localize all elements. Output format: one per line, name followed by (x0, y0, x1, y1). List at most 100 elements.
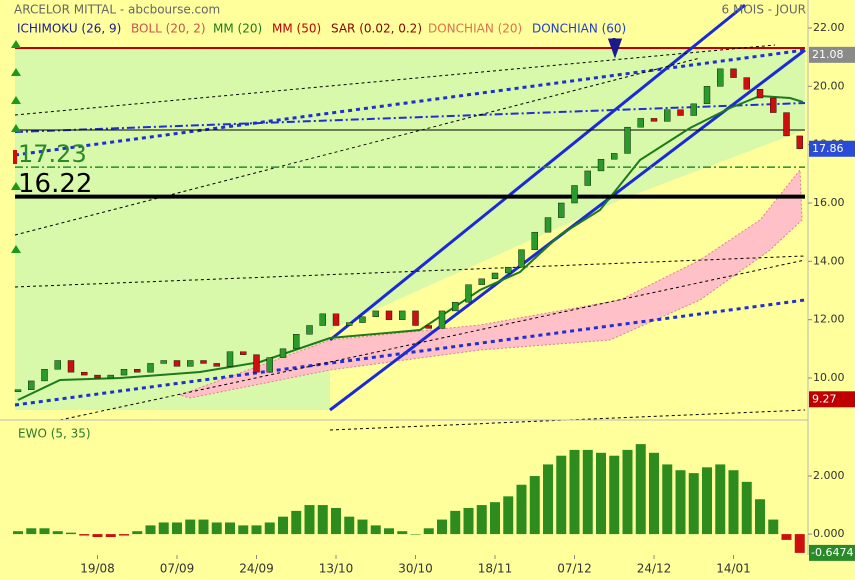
candle (359, 316, 366, 323)
candle (531, 231, 538, 250)
ewo-bar (145, 525, 156, 535)
price-tag (809, 46, 855, 63)
candle (306, 325, 313, 335)
ewo-bar (702, 467, 712, 535)
x-tick-label: 13/10 (319, 562, 354, 576)
ewo-bar (13, 531, 23, 535)
ewo-bar (582, 449, 593, 535)
ewo-bar (251, 525, 262, 535)
candle (478, 278, 485, 285)
y-tick-label: 10.00 (813, 371, 845, 384)
candle (41, 369, 48, 382)
candle (465, 284, 472, 303)
price-tag-label: 17.86 (812, 142, 844, 155)
ewo-bar (635, 444, 646, 535)
candle (187, 360, 194, 367)
ewo-bar (450, 510, 461, 535)
candle (200, 360, 207, 364)
ewo-bar (741, 481, 752, 535)
candle (571, 185, 578, 204)
ewo-bar (715, 464, 726, 535)
candle (491, 272, 499, 280)
x-tick-label: 07/09 (160, 562, 195, 576)
candle (67, 360, 75, 373)
y-tick-label: 22.00 (813, 21, 845, 34)
ewo-bar (225, 522, 235, 535)
y-tick-label: 2.000 (813, 469, 845, 482)
candle (213, 363, 220, 367)
ewo-bar (79, 534, 90, 536)
ewo-bar (331, 507, 341, 535)
candle (385, 310, 393, 320)
ewo-bar (132, 531, 143, 535)
candle (412, 310, 419, 326)
period: 6 MOIS - JOUR (722, 3, 806, 17)
ewo-bar (503, 496, 514, 535)
legend-entry: ICHIMOKU (26, 9) (17, 22, 121, 36)
candle (624, 126, 631, 154)
ewo-bar (278, 516, 288, 535)
candle (134, 369, 141, 373)
candle (438, 310, 446, 329)
x-tick-label: 24/09 (239, 562, 274, 576)
candle (226, 351, 234, 367)
ewo-bar (158, 522, 169, 535)
candle (770, 97, 777, 113)
ewo-bar (556, 455, 567, 535)
ewo-bar (238, 525, 249, 535)
trend-black (14, 44, 776, 116)
moving-average (17, 94, 804, 401)
ewo-bar (119, 534, 129, 536)
price-tag (809, 140, 855, 157)
y-tick-label: 20.00 (813, 79, 845, 92)
candle (717, 68, 724, 87)
ewo-bar (410, 534, 421, 535)
x-tick-label: 14/01 (716, 562, 751, 576)
ewo-bar (781, 534, 792, 540)
level-label: 17.23 (18, 140, 87, 168)
trend-black (14, 57, 701, 236)
ewo-bar (543, 464, 553, 535)
ewo-bar (688, 473, 699, 535)
y-tick-label: 0.000 (813, 527, 845, 540)
candle (611, 153, 618, 160)
candle (28, 380, 35, 390)
candle (756, 89, 764, 99)
price-tag (809, 391, 855, 408)
candle (173, 360, 181, 367)
candle (319, 313, 326, 326)
ewo-bar (52, 531, 63, 535)
candle (293, 334, 300, 350)
ewo-bar (92, 534, 103, 537)
x-tick-label: 07/12 (557, 562, 592, 576)
candle (54, 360, 61, 370)
candle (147, 363, 154, 373)
ewo-bar (370, 525, 381, 535)
ewo-bar (755, 499, 765, 535)
x-tick-label: 24/12 (637, 562, 672, 576)
ewo-bar (728, 470, 739, 535)
candle (730, 68, 737, 78)
candle (637, 118, 644, 128)
channel-top (329, 3, 746, 342)
x-tick-label: 18/11 (478, 562, 513, 576)
green-zone (15, 48, 805, 410)
ewo-bar (437, 519, 447, 535)
candle (346, 322, 353, 326)
signal-arrow (607, 38, 623, 59)
ewo-bar (198, 519, 209, 535)
candle (279, 348, 287, 358)
candle (677, 109, 684, 116)
ewo-bar (344, 516, 355, 535)
ewo-bar (39, 528, 50, 535)
trend-dotted (14, 48, 806, 157)
trend-black (329, 409, 806, 431)
signal-markers (11, 40, 21, 253)
ewo-bar (397, 531, 408, 535)
ewo-bar (264, 522, 275, 535)
legend-entry: DONCHIAN (60) (532, 22, 626, 36)
trend-dotted (14, 298, 806, 407)
candle (584, 170, 591, 186)
x-tick-label: 30/10 (398, 562, 433, 576)
